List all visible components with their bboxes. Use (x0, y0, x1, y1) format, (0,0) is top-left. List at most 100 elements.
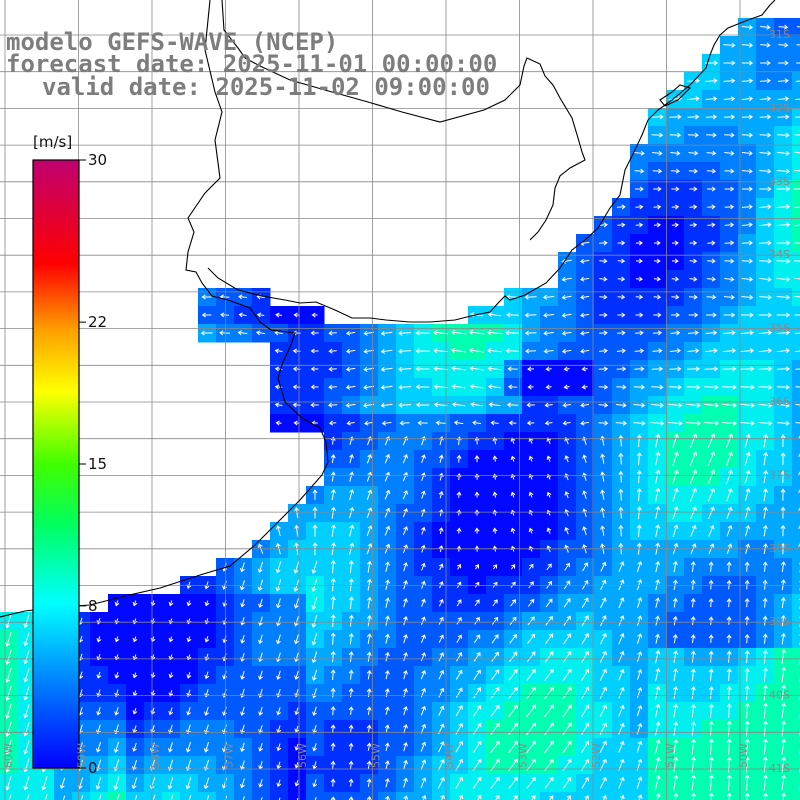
wind-arrow (796, 26, 800, 28)
wind-arrow (526, 776, 536, 789)
wind-arrow (526, 402, 535, 408)
wind-arrow (655, 615, 660, 626)
wind-arrow (328, 348, 337, 354)
wind-arrow (759, 258, 772, 264)
wind-arrow (763, 720, 768, 737)
wind-arrow (5, 703, 12, 720)
wind-arrow (618, 488, 624, 501)
wind-arrow (744, 597, 750, 608)
wind-arrow (508, 651, 518, 663)
speed-cell (594, 792, 613, 800)
wind-arrow (598, 222, 608, 228)
speed-cell (234, 792, 253, 800)
wind-arrow (636, 740, 643, 753)
wind-arrow (41, 776, 48, 791)
wind-arrow (562, 740, 572, 754)
wind-arrow (708, 720, 714, 737)
wind-arrow (526, 722, 537, 736)
wind-arrow (296, 797, 299, 800)
wind-arrow (544, 633, 554, 645)
speed-cell (72, 792, 91, 800)
wind-arrow (294, 524, 300, 537)
wind-arrow (238, 294, 248, 300)
wind-arrow (600, 597, 607, 609)
wind-arrow (744, 633, 750, 644)
speed-cell (396, 792, 415, 800)
wind-arrow (312, 489, 318, 500)
wind-arrow (384, 453, 391, 464)
wind-arrow (152, 794, 156, 800)
wind-arrow (636, 687, 643, 699)
speed-cell (792, 738, 800, 757)
wind-arrow (706, 150, 717, 156)
wind-arrow (655, 597, 660, 608)
wind-arrow (636, 597, 643, 609)
wind-arrow (780, 597, 786, 609)
wind-arrow (293, 616, 299, 627)
wind-arrow (240, 670, 245, 680)
wind-arrow (561, 276, 572, 282)
wind-arrow (599, 615, 607, 627)
model-title: modelo GEFS-WAVE (NCEP) (6, 28, 339, 56)
wind-arrow (635, 204, 644, 210)
wind-arrow (796, 44, 800, 46)
wind-arrow (740, 330, 754, 336)
wind-arrow (438, 687, 445, 698)
wind-arrow (451, 383, 466, 389)
speed-cell (792, 396, 800, 415)
wind-arrow (380, 366, 393, 372)
wind-arrow (781, 648, 787, 665)
speed-cell (792, 486, 800, 505)
lon-label: 52W (590, 743, 603, 768)
wind-arrow (726, 451, 733, 466)
wind-arrow (242, 796, 245, 800)
wind-arrow (616, 384, 627, 390)
wind-arrow (132, 600, 138, 607)
wind-arrow (275, 616, 281, 627)
wind-arrow (635, 330, 644, 336)
wind-arrow (348, 560, 354, 574)
wind-arrow (311, 312, 318, 318)
wind-arrow (545, 384, 552, 390)
wind-arrow (762, 633, 768, 644)
wind-arrow (653, 294, 662, 300)
wind-arrow (617, 330, 626, 336)
wind-arrow (240, 778, 245, 789)
wind-arrow (653, 276, 661, 282)
wind-arrow (528, 563, 534, 570)
wind-arrow (526, 704, 537, 718)
wind-arrow (490, 420, 499, 426)
wind-arrow (673, 774, 679, 791)
wind-arrow (673, 686, 679, 700)
wind-arrow (673, 668, 679, 681)
wind-arrow (598, 366, 609, 372)
wind-arrow (543, 312, 555, 318)
wind-arrow (689, 451, 698, 466)
wind-arrow (96, 707, 102, 716)
wind-arrow (798, 506, 800, 512)
wind-arrow (170, 794, 174, 800)
wind-arrow (456, 652, 463, 662)
wind-arrow (690, 561, 696, 573)
wind-arrow (438, 669, 445, 680)
wind-arrow (564, 455, 570, 463)
wind-arrow (688, 294, 698, 300)
wind-arrow (312, 743, 318, 752)
wind-arrow (636, 452, 642, 466)
wind-arrow (672, 560, 678, 573)
wind-arrow (780, 434, 786, 448)
wind-arrow (438, 527, 444, 535)
wind-arrow (384, 435, 390, 446)
speed-cell (792, 702, 800, 721)
wind-arrow (708, 506, 715, 520)
wind-arrow (636, 651, 643, 663)
wind-arrow (744, 615, 750, 626)
wind-arrow (546, 580, 553, 589)
wind-arrow (420, 634, 426, 644)
wind-arrow (526, 668, 536, 681)
lon-label: 58W (149, 743, 162, 768)
wind-arrow (706, 276, 716, 282)
speed-cell (792, 468, 800, 487)
wind-arrow (438, 563, 444, 571)
wind-arrow (618, 704, 625, 717)
